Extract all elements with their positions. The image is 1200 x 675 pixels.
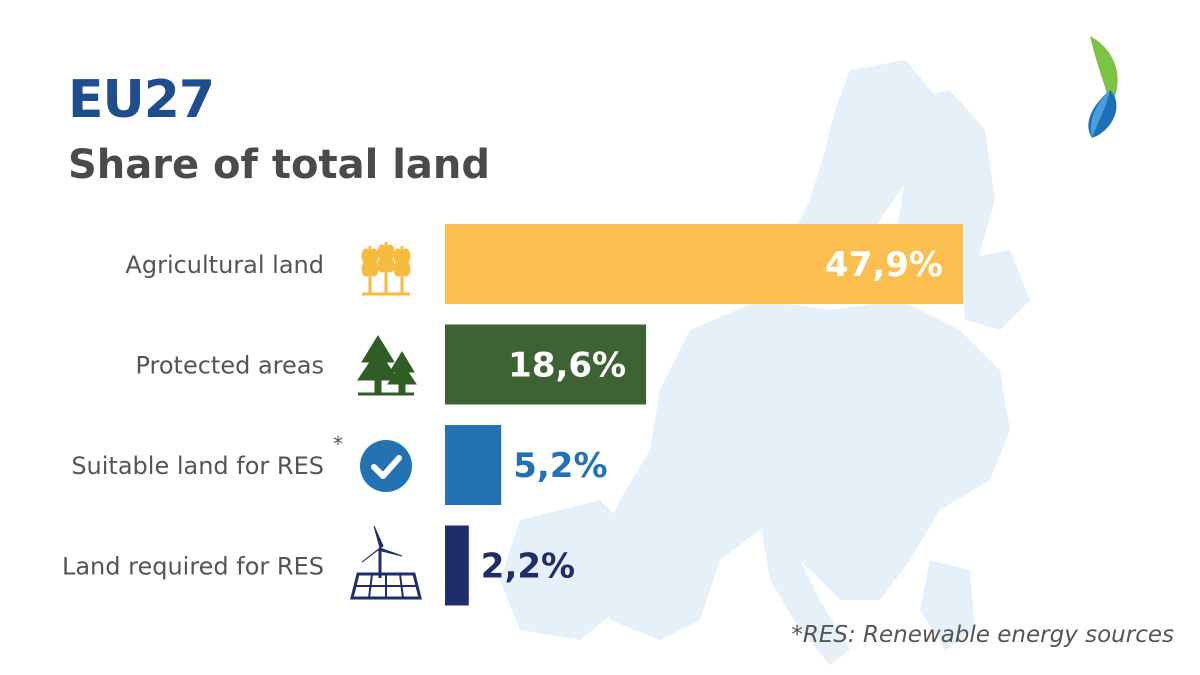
bar-0 <box>445 224 963 304</box>
category-label-1: Protected areas <box>135 352 324 380</box>
wind-solar-icon <box>350 525 422 600</box>
bar-1 <box>445 324 647 405</box>
category-footnote-mark-2: * <box>333 432 343 456</box>
category-label-0: Agricultural land <box>125 251 324 279</box>
trees-icon <box>357 335 417 396</box>
page-subtitle: Share of total land <box>68 142 491 188</box>
value-label-3: 2,2% <box>481 547 575 587</box>
value-label-0: 47,9% <box>825 245 943 285</box>
wheat-icon <box>361 242 411 296</box>
page-title: EU27 <box>68 70 215 130</box>
value-label-1: 18,6% <box>508 346 626 386</box>
brand-logo <box>1088 36 1118 138</box>
bar-2 <box>445 425 502 505</box>
bar-3 <box>445 525 469 606</box>
category-label-3: Land required for RES <box>62 553 324 581</box>
check-circle-icon <box>360 440 412 492</box>
category-label-2: Suitable land for RES <box>71 452 324 480</box>
value-label-2: 5,2% <box>513 446 607 486</box>
footnote: *RES: Renewable energy sources <box>791 622 1174 648</box>
